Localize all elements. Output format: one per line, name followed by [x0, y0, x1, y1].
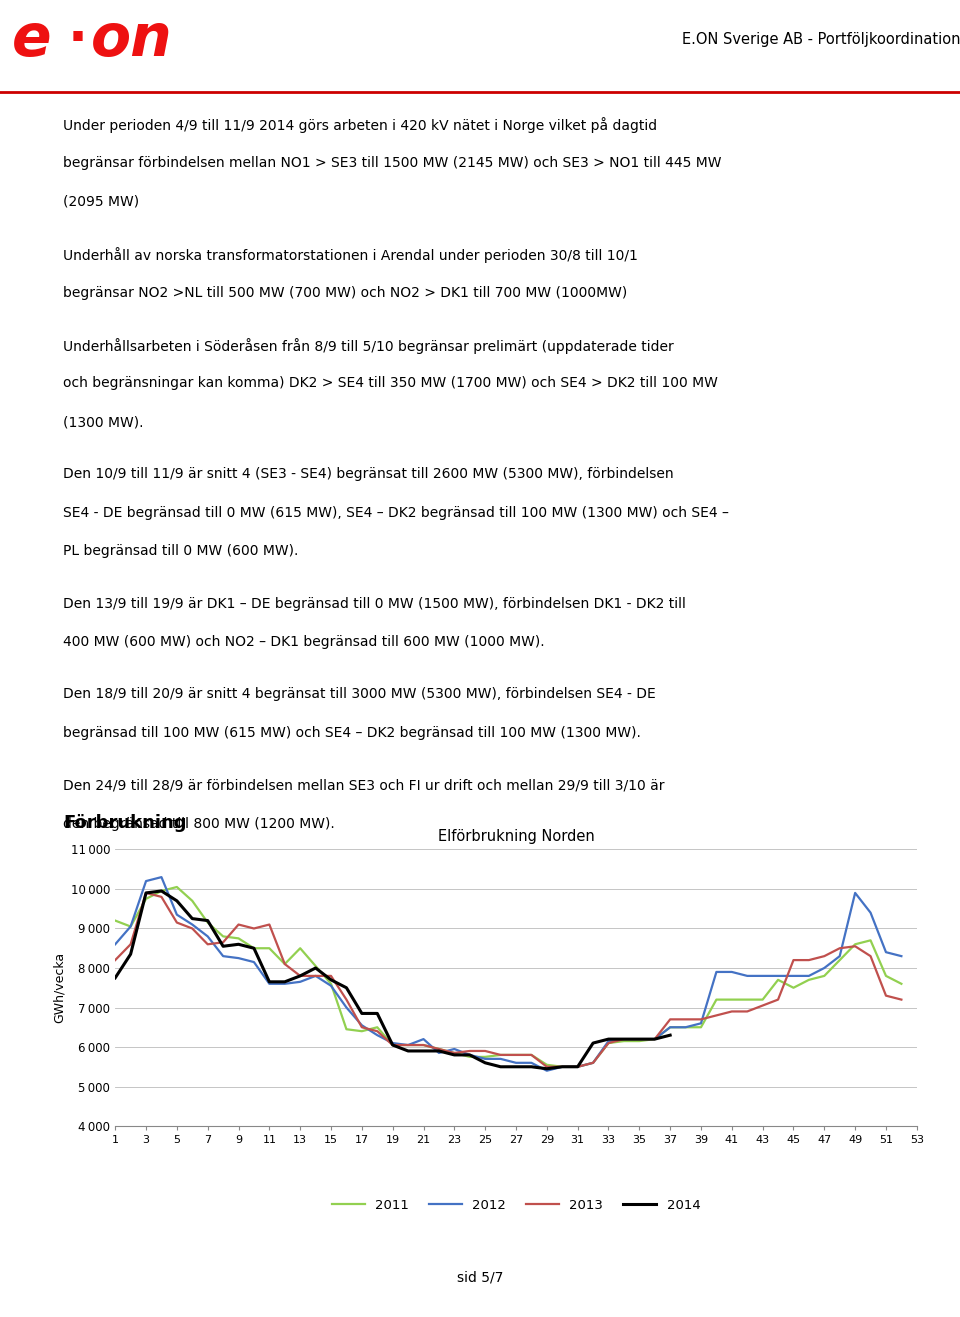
Line: 2011: 2011	[115, 888, 901, 1067]
Text: Underhållsarbeten i Söderåsen från 8/9 till 5/10 begränsar prelimärt (uppdaterad: Underhållsarbeten i Söderåsen från 8/9 t…	[63, 337, 674, 353]
2011	[171, 880, 182, 896]
2013	[557, 1059, 568, 1075]
2014	[341, 980, 352, 996]
2013	[186, 921, 198, 936]
2013	[896, 992, 907, 1008]
Text: Underhåll av norska transformatorstationen i Arendal under perioden 30/8 till 10: Underhåll av norska transformatorstation…	[63, 246, 638, 263]
Text: begränsar förbindelsen mellan NO1 > SE3 till 1500 MW (2145 MW) och SE3 > NO1 til: begränsar förbindelsen mellan NO1 > SE3 …	[63, 157, 722, 170]
2012	[156, 869, 167, 885]
2012	[186, 917, 198, 932]
Text: Förbrukning: Förbrukning	[63, 814, 187, 832]
2014	[510, 1059, 521, 1075]
2014	[494, 1059, 506, 1075]
2011	[541, 1056, 553, 1072]
2014	[325, 972, 337, 988]
2014	[310, 960, 322, 976]
Line: 2014: 2014	[115, 890, 670, 1069]
Text: SE4 - DE begränsad till 0 MW (615 MW), SE4 – DK2 begränsad till 100 MW (1300 MW): SE4 - DE begränsad till 0 MW (615 MW), S…	[63, 506, 730, 520]
2011	[109, 913, 121, 928]
2013	[541, 1059, 553, 1075]
2012	[649, 1031, 660, 1047]
2014	[402, 1043, 414, 1059]
Legend: 2011, 2012, 2013, 2014: 2011, 2012, 2013, 2014	[326, 1193, 706, 1217]
2013	[494, 1047, 506, 1063]
2013	[109, 952, 121, 968]
Text: begränsar NO2 >NL till 500 MW (700 MW) och NO2 > DK1 till 700 MW (1000MW): begränsar NO2 >NL till 500 MW (700 MW) o…	[63, 286, 628, 299]
Text: begränsad till 100 MW (615 MW) och SE4 – DK2 begränsad till 100 MW (1300 MW).: begränsad till 100 MW (615 MW) och SE4 –…	[63, 726, 641, 740]
2014	[249, 940, 260, 956]
Text: E.ON Sverige AB - Portföljkoordination: E.ON Sverige AB - Portföljkoordination	[682, 32, 960, 47]
2014	[109, 969, 121, 985]
2013	[402, 1038, 414, 1054]
2014	[526, 1059, 538, 1075]
Text: (1300 MW).: (1300 MW).	[63, 415, 144, 429]
2014	[264, 975, 276, 990]
2014	[618, 1031, 630, 1047]
2013	[140, 885, 152, 901]
2012	[494, 1051, 506, 1067]
Text: den begränsad till 800 MW (1200 MW).: den begränsad till 800 MW (1200 MW).	[63, 817, 335, 831]
2014	[634, 1031, 645, 1047]
2011	[896, 976, 907, 992]
2014	[588, 1035, 599, 1051]
2014	[479, 1055, 491, 1071]
2014	[572, 1059, 584, 1075]
2011	[186, 893, 198, 909]
2011	[649, 1031, 660, 1047]
2011	[557, 1059, 568, 1075]
2014	[464, 1047, 475, 1063]
Text: Den 13/9 till 19/9 är DK1 – DE begränsad till 0 MW (1500 MW), förbindelsen DK1 -: Den 13/9 till 19/9 är DK1 – DE begränsad…	[63, 597, 686, 611]
Text: PL begränsad till 0 MW (600 MW).: PL begränsad till 0 MW (600 MW).	[63, 544, 299, 558]
Text: och begränsningar kan komma) DK2 > SE4 till 350 MW (1700 MW) och SE4 > DK2 till : och begränsningar kan komma) DK2 > SE4 t…	[63, 377, 718, 390]
2013	[618, 1031, 630, 1047]
2014	[171, 893, 182, 909]
Text: on: on	[91, 12, 173, 68]
2012	[618, 1031, 630, 1047]
Text: e: e	[12, 12, 52, 68]
Text: sid 5/7: sid 5/7	[457, 1271, 503, 1284]
2014	[202, 913, 213, 928]
2012	[896, 948, 907, 964]
2014	[418, 1043, 429, 1059]
2014	[649, 1031, 660, 1047]
2014	[217, 938, 228, 954]
2014	[541, 1062, 553, 1077]
2014	[156, 882, 167, 898]
2014	[279, 975, 291, 990]
2012	[541, 1063, 553, 1079]
2013	[649, 1031, 660, 1047]
Text: Den 18/9 till 20/9 är snitt 4 begränsat till 3000 MW (5300 MW), förbindelsen SE4: Den 18/9 till 20/9 är snitt 4 begränsat …	[63, 687, 656, 702]
Line: 2013: 2013	[115, 893, 901, 1067]
2011	[618, 1033, 630, 1048]
Y-axis label: GWh/vecka: GWh/vecka	[52, 952, 65, 1023]
2012	[402, 1038, 414, 1054]
Title: Elförbrukning Norden: Elförbrukning Norden	[438, 830, 594, 844]
2014	[448, 1047, 460, 1063]
Text: Den 24/9 till 28/9 är förbindelsen mellan SE3 och FI ur drift och mellan 29/9 ti: Den 24/9 till 28/9 är förbindelsen mella…	[63, 778, 665, 792]
2014	[557, 1059, 568, 1075]
2011	[494, 1047, 506, 1063]
Text: (2095 MW): (2095 MW)	[63, 195, 139, 209]
2014	[232, 936, 244, 952]
Line: 2012: 2012	[115, 877, 901, 1071]
2014	[603, 1031, 614, 1047]
Text: Under perioden 4/9 till 11/9 2014 görs arbeten i 420 kV nätet i Norge vilket på : Under perioden 4/9 till 11/9 2014 görs a…	[63, 117, 658, 133]
2014	[356, 1006, 368, 1022]
2014	[186, 911, 198, 927]
Text: Den 10/9 till 11/9 är snitt 4 (SE3 - SE4) begränsat till 2600 MW (5300 MW), förb: Den 10/9 till 11/9 är snitt 4 (SE3 - SE4…	[63, 468, 674, 481]
2014	[125, 946, 136, 961]
2011	[402, 1038, 414, 1054]
2014	[372, 1006, 383, 1022]
2014	[387, 1038, 398, 1054]
Text: ·: ·	[67, 13, 87, 66]
2012	[557, 1059, 568, 1075]
2014	[664, 1027, 676, 1043]
2014	[433, 1043, 444, 1059]
Text: 400 MW (600 MW) och NO2 – DK1 begränsad till 600 MW (1000 MW).: 400 MW (600 MW) och NO2 – DK1 begränsad …	[63, 635, 545, 649]
2014	[295, 968, 306, 984]
2014	[140, 885, 152, 901]
2012	[109, 936, 121, 952]
